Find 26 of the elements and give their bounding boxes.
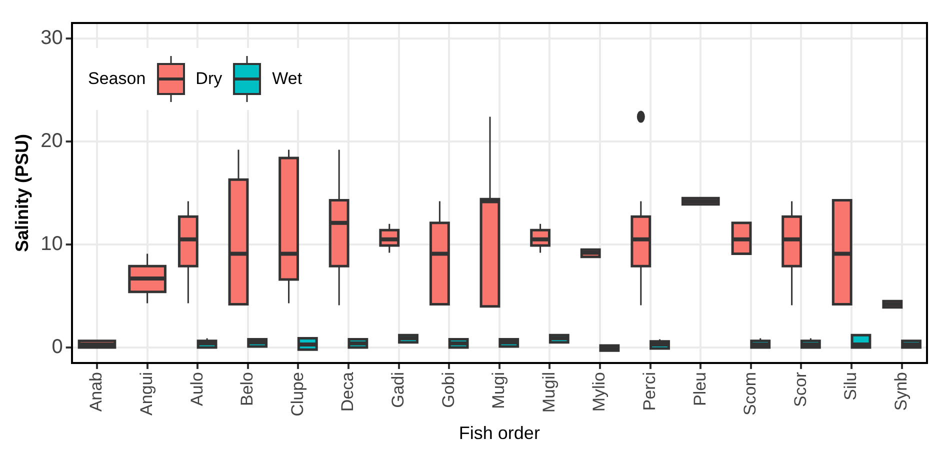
x-tick-label: Scom xyxy=(740,372,760,416)
legend-label: Dry xyxy=(196,69,222,89)
x-tick-label: Mugi xyxy=(489,372,508,409)
x-tick-label: Scor xyxy=(790,372,810,407)
x-tick-label: Aulo xyxy=(187,372,206,406)
x-tick-label: Gobi xyxy=(438,372,458,408)
x-axis-title: Fish order xyxy=(458,423,540,444)
x-tick-label: Belo xyxy=(238,372,257,406)
y-tick-label: 30 xyxy=(40,26,63,49)
y-tick-label: 0 xyxy=(52,336,63,358)
legend-title: Season xyxy=(88,69,146,89)
x-tick-label: Perci xyxy=(640,372,660,411)
y-tick-label: 10 xyxy=(40,233,63,256)
x-tick-label: Clupe xyxy=(288,372,307,416)
x-tick-label: Mugil xyxy=(539,372,558,413)
x-tick-label: Pleu xyxy=(690,372,710,406)
x-tick-label: Angui xyxy=(136,372,156,416)
x-tick-label: Synb xyxy=(892,372,911,411)
y-tick-label: 20 xyxy=(40,130,63,152)
x-tick-label: Anab xyxy=(86,372,106,412)
x-tick-label: Mylio xyxy=(590,372,609,412)
x-tick-label: Gadi xyxy=(388,372,408,408)
x-tick-label: Silu xyxy=(841,372,860,400)
legend-label: Wet xyxy=(272,69,302,89)
x-tick-label: Deca xyxy=(338,371,358,412)
y-axis-title: Salinity (PSU) xyxy=(12,134,32,252)
